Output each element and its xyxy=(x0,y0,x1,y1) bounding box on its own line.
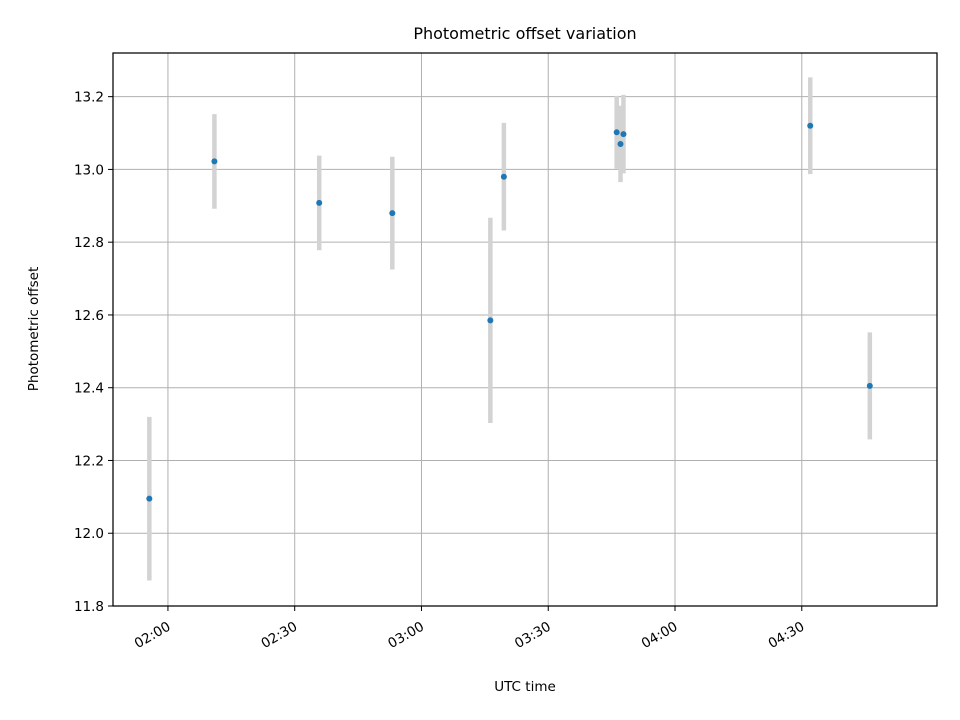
data-point xyxy=(316,199,323,206)
data-point xyxy=(211,158,218,165)
grid xyxy=(113,53,937,607)
data-point xyxy=(807,122,814,129)
y-tick-label: 13.2 xyxy=(74,90,104,106)
plot-frame xyxy=(112,52,938,607)
x-axis-label: UTC time xyxy=(494,679,556,695)
data-point xyxy=(620,131,627,138)
y-tick-label: 12.6 xyxy=(74,308,104,324)
x-tick-label: 04:00 xyxy=(639,619,681,652)
data-point xyxy=(146,495,153,502)
data-point xyxy=(487,317,494,324)
y-axis-label: Photometric offset xyxy=(26,267,42,391)
y-tick-label: 12.0 xyxy=(74,526,104,542)
y-tick-label: 12.2 xyxy=(74,453,104,469)
y-tick-label: 13.0 xyxy=(74,162,104,178)
data-point xyxy=(500,173,507,180)
data-point xyxy=(613,129,620,136)
y-axis-ticks: 11.8 12.0 12.2 12.4 12.6 12.8 13.0 13.2 xyxy=(74,90,113,615)
y-tick-label: 12.8 xyxy=(74,235,104,251)
data-point xyxy=(617,140,624,147)
y-tick-label: 11.8 xyxy=(74,599,104,615)
x-tick-label: 04:30 xyxy=(766,619,808,652)
data-points xyxy=(146,122,873,502)
x-tick-label: 02:30 xyxy=(259,619,301,652)
x-tick-label: 03:30 xyxy=(512,619,554,652)
x-tick-label: 02:00 xyxy=(132,619,174,652)
error-bars xyxy=(147,77,873,581)
data-point xyxy=(866,382,873,389)
y-tick-label: 12.4 xyxy=(74,381,104,397)
x-axis-ticks: 02:00 02:30 03:00 03:30 04:00 04:30 xyxy=(132,606,808,652)
data-point xyxy=(389,210,396,217)
chart-title: Photometric offset variation xyxy=(413,24,636,43)
x-tick-label: 03:00 xyxy=(385,619,427,652)
